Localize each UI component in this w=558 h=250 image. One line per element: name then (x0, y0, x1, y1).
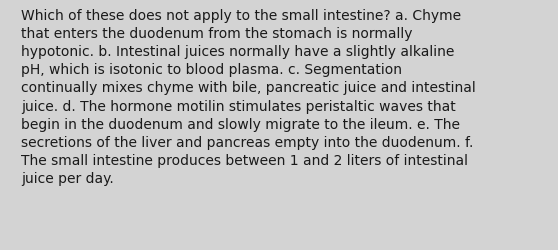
Text: Which of these does not apply to the small intestine? a. Chyme
that enters the d: Which of these does not apply to the sma… (21, 8, 476, 186)
